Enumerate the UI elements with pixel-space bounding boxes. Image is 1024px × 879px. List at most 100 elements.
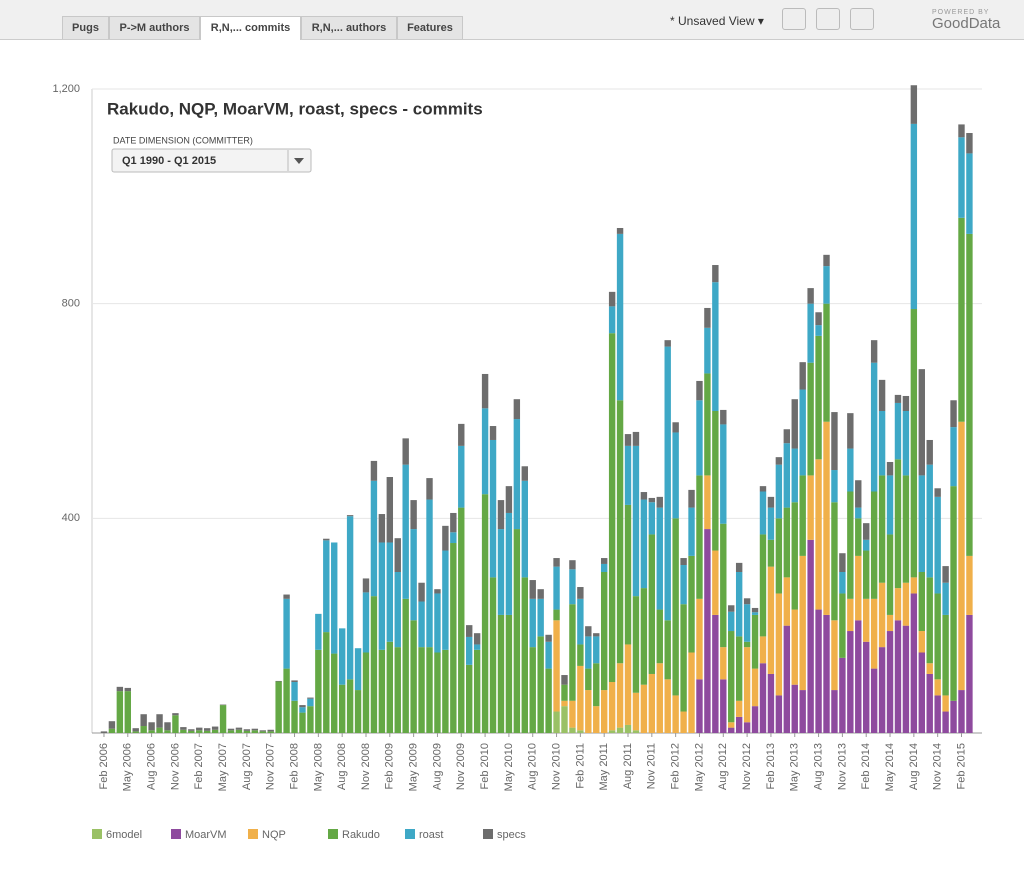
bar-segment — [577, 644, 584, 666]
bar-segment — [783, 577, 791, 626]
bar-segment — [394, 647, 401, 733]
bar-segment — [410, 500, 417, 530]
tab[interactable]: R,N,... authors — [301, 16, 397, 39]
legend-swatch — [171, 829, 181, 839]
bar-segment — [140, 726, 147, 733]
bar-segment — [863, 523, 870, 540]
bar-segment — [537, 589, 544, 599]
bar-segment — [227, 728, 235, 731]
y-tick-label: 1,200 — [52, 83, 80, 95]
bar-segment — [624, 644, 632, 725]
bar-segment — [267, 731, 274, 733]
bar-segment — [958, 217, 965, 422]
powered-by: POWERED BY — [932, 9, 990, 16]
chart: Rakudo, NQP, MoarVM, roast, specs - comm… — [52, 83, 982, 841]
bar-segment — [235, 727, 243, 730]
bar-segment — [497, 529, 505, 615]
bar-segment — [219, 705, 227, 733]
bar-segment — [855, 507, 862, 519]
bar-segment — [672, 422, 679, 433]
bar-segment — [307, 706, 314, 733]
bar-segment — [767, 539, 775, 567]
bar-segment — [489, 577, 497, 733]
x-tick-label: May 2011 — [598, 743, 610, 791]
bar-segment — [338, 628, 346, 685]
bar-segment — [553, 609, 560, 621]
bar-segment — [807, 362, 814, 476]
bar-segment — [704, 373, 711, 476]
bar-segment — [751, 607, 759, 613]
bar-segment — [648, 673, 656, 733]
bar-segment — [219, 704, 227, 706]
bar-segment — [926, 673, 933, 733]
bar-segment — [767, 507, 775, 540]
bar-segment — [656, 507, 663, 610]
bar-segment — [180, 727, 187, 730]
bar-segment — [942, 566, 949, 583]
bar-segment — [616, 227, 624, 234]
bar-segment — [180, 729, 187, 733]
tab[interactable]: Features — [397, 16, 463, 39]
bar-segment — [378, 542, 386, 650]
bar-segment — [600, 563, 608, 572]
bar-segment — [648, 534, 656, 674]
bar-segment — [942, 695, 949, 712]
bar-segment — [577, 730, 584, 733]
bar-segment — [323, 632, 330, 733]
bar-segment — [203, 728, 211, 731]
bar-segment — [656, 496, 663, 508]
bar-segment — [728, 722, 735, 728]
bar-segment — [243, 729, 251, 731]
bar-segment — [283, 594, 290, 599]
bar-segment — [561, 675, 568, 685]
tab[interactable]: P->M authors — [109, 16, 200, 39]
view-selector[interactable]: * Unsaved View ▾ — [670, 14, 764, 28]
bar-segment — [918, 475, 925, 572]
bar-segment — [561, 706, 568, 733]
filter-dropdown[interactable]: Q1 1990 - Q1 2015 — [111, 148, 312, 173]
tab[interactable]: Pugs — [62, 16, 109, 39]
bar-segment — [910, 309, 918, 578]
bar-segment — [600, 558, 608, 564]
bar-segment — [410, 529, 417, 621]
x-tick-label: Feb 2014 — [860, 743, 872, 789]
bar-segment — [593, 706, 600, 733]
bar-segment — [188, 730, 195, 733]
bar-segment — [783, 429, 791, 444]
tab[interactable]: R,N,... commits — [200, 16, 301, 40]
bar-segment — [855, 620, 862, 733]
bar-segment — [497, 614, 505, 733]
bar-segment — [593, 633, 600, 637]
bar-segment — [489, 439, 497, 578]
bar-segment — [870, 668, 878, 733]
bar-segment — [418, 601, 425, 648]
bar-segment — [878, 582, 886, 648]
bar-segment — [632, 431, 640, 446]
legend-label: 6model — [106, 829, 142, 841]
x-tick-label: Feb 2015 — [955, 743, 967, 789]
bar-segment — [743, 604, 751, 642]
bar-segment — [807, 539, 814, 733]
bar-segment — [648, 502, 656, 535]
edit-button[interactable] — [850, 8, 874, 30]
bar-segment — [934, 593, 941, 680]
bar-segment — [799, 362, 806, 390]
bar-segment — [577, 665, 584, 731]
bar-segment — [720, 647, 727, 680]
bar-segment — [839, 593, 846, 658]
bar-segment — [608, 306, 616, 334]
schedule-button[interactable] — [782, 8, 806, 30]
bar-segment — [680, 711, 687, 733]
bar-segment — [235, 729, 243, 733]
x-tick-label: Nov 2007 — [265, 743, 277, 790]
bar-segment — [831, 690, 838, 733]
bar-segment — [624, 445, 632, 505]
bar-segment — [680, 604, 687, 712]
bar-segment — [966, 555, 973, 615]
bar-segment — [775, 695, 783, 733]
bar-segment — [664, 340, 671, 347]
bar-segment — [569, 700, 576, 728]
print-button[interactable] — [816, 8, 840, 30]
bar-segment — [275, 681, 282, 733]
bar-segment — [569, 560, 576, 570]
